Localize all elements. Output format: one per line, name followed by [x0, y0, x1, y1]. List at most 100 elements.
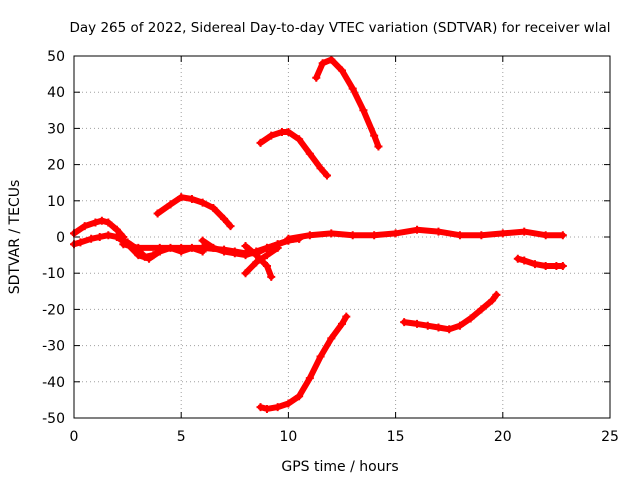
data-point	[316, 352, 325, 361]
data-point	[513, 254, 522, 263]
x-tick-label: 5	[177, 429, 186, 445]
data-point	[209, 204, 218, 213]
data-point	[348, 231, 357, 240]
data-point	[295, 135, 304, 144]
y-tick-label: -50	[42, 411, 65, 427]
data-point	[370, 231, 379, 240]
data-point	[112, 225, 121, 234]
data-point	[226, 222, 235, 231]
data-point	[413, 225, 422, 234]
data-point	[541, 261, 550, 270]
data-arc-line	[257, 313, 350, 412]
data-point	[466, 314, 475, 323]
data-point	[220, 214, 229, 223]
data-point	[256, 403, 265, 412]
data-arc-line	[242, 243, 275, 280]
data-point	[198, 198, 207, 207]
chart-title: Day 265 of 2022, Sidereal Day-to-day VTE…	[70, 20, 611, 36]
data-point	[348, 84, 357, 93]
data-point	[305, 374, 314, 383]
data-point	[338, 66, 346, 75]
data-arc-arc-14	[513, 254, 567, 270]
data-point	[91, 218, 100, 227]
data-point	[305, 231, 314, 240]
data-point	[338, 319, 346, 328]
data-point	[177, 243, 186, 252]
data-point	[262, 404, 271, 413]
data-arc-arc-5	[153, 193, 235, 231]
data-point	[187, 194, 196, 203]
data-point	[97, 216, 106, 225]
data-point	[455, 321, 464, 330]
y-tick-labels: -50 -40 -30 -20 -10 0 10 20 30 40 50	[42, 49, 65, 427]
data-point	[267, 131, 276, 140]
data-arc-arc-8	[241, 242, 276, 281]
data-point	[284, 128, 293, 137]
data-point	[312, 73, 321, 82]
data-point	[434, 227, 443, 236]
data-point	[558, 261, 567, 270]
data-point	[423, 321, 432, 330]
y-tick-label: -20	[42, 302, 65, 318]
data-point	[230, 249, 239, 258]
data-point	[498, 229, 507, 238]
y-tick-label: -40	[42, 375, 65, 391]
plot-frame	[73, 55, 611, 419]
data-arcs	[70, 55, 567, 413]
y-tick-label: -10	[42, 266, 65, 282]
y-tick-label: 20	[47, 158, 65, 174]
data-point	[488, 296, 497, 305]
data-point	[119, 240, 128, 249]
x-tick-label: 25	[601, 429, 619, 445]
data-point	[316, 164, 325, 173]
x-tick-label: 20	[494, 429, 512, 445]
x-axis-label: GPS time / hours	[281, 459, 398, 475]
data-point	[87, 234, 96, 243]
data-point	[477, 231, 486, 240]
data-point	[391, 229, 400, 238]
data-point	[134, 243, 143, 252]
data-point	[241, 269, 250, 278]
data-point	[262, 251, 271, 260]
data-point	[153, 209, 162, 218]
data-arc-arc-13	[400, 290, 501, 334]
data-point	[262, 243, 271, 252]
data-point	[112, 233, 121, 241]
y-tick-label: 30	[47, 121, 65, 137]
data-point	[256, 138, 265, 147]
data-point	[413, 319, 422, 328]
y-tick-label: -30	[42, 339, 65, 355]
data-point	[477, 305, 486, 314]
data-arc-arc-11	[284, 225, 567, 243]
data-point	[284, 234, 293, 243]
data-point	[370, 131, 379, 140]
data-point	[492, 290, 501, 299]
data-point	[284, 399, 293, 408]
data-point	[520, 256, 529, 265]
data-point	[155, 243, 164, 252]
data-arc-line	[401, 291, 500, 333]
data-point	[95, 233, 104, 241]
data-point	[76, 238, 85, 247]
data-point	[558, 231, 567, 240]
data-point	[177, 193, 186, 202]
data-arc-arc-9	[256, 128, 331, 180]
data-point	[104, 231, 113, 240]
x-tick-labels: 0 5 10 15 20 25	[70, 429, 619, 445]
data-point	[318, 59, 327, 68]
data-arc-arc-10	[312, 55, 383, 151]
data-point	[327, 55, 336, 64]
data-point	[267, 272, 276, 281]
data-arc-line	[154, 194, 234, 230]
data-point	[541, 231, 550, 240]
data-point	[262, 261, 271, 270]
data-point	[198, 236, 207, 245]
y-axis-label: SDTVAR / TECUs	[7, 180, 23, 295]
data-point	[520, 227, 529, 236]
data-point	[252, 251, 261, 260]
data-arc-line	[313, 56, 382, 150]
y-tick-label: 40	[47, 85, 65, 101]
x-tick-label: 10	[279, 429, 297, 445]
data-point	[322, 171, 331, 180]
